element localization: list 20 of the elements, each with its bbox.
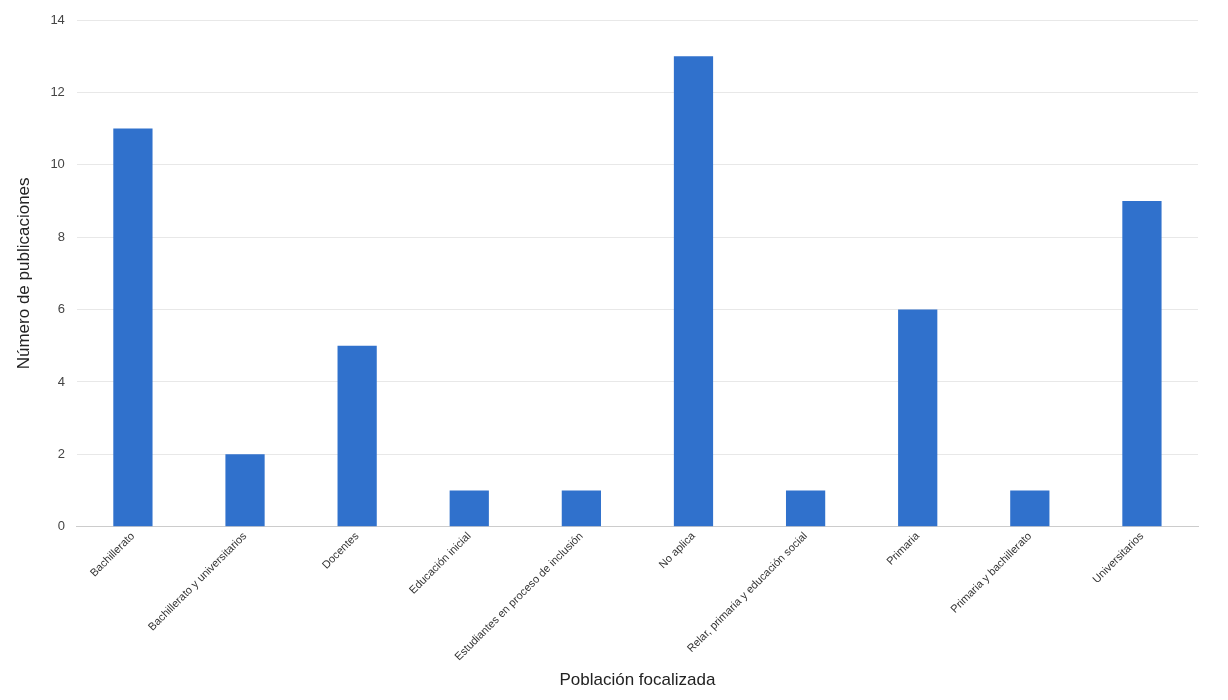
y-tick-label: 0 [57,518,65,534]
bar [561,490,601,527]
bar [225,454,265,527]
y-tick-label: 2 [57,445,65,461]
bar [1010,490,1050,527]
y-tick-label: 10 [50,156,65,172]
bar [449,490,489,527]
bar [337,345,377,527]
bar [673,56,714,527]
y-axis-title: Número de publicaciones [13,177,33,370]
y-tick-label: 8 [57,228,65,244]
y-tick-label: 14 [50,11,65,27]
bar [113,128,153,527]
y-tick-label: 12 [50,83,65,99]
bar [1122,200,1162,527]
y-tick-label: 6 [57,301,65,317]
bar [785,490,826,527]
bar [898,309,938,527]
y-tick-label: 4 [57,373,65,389]
x-axis-title: Población focalizada [559,670,716,690]
